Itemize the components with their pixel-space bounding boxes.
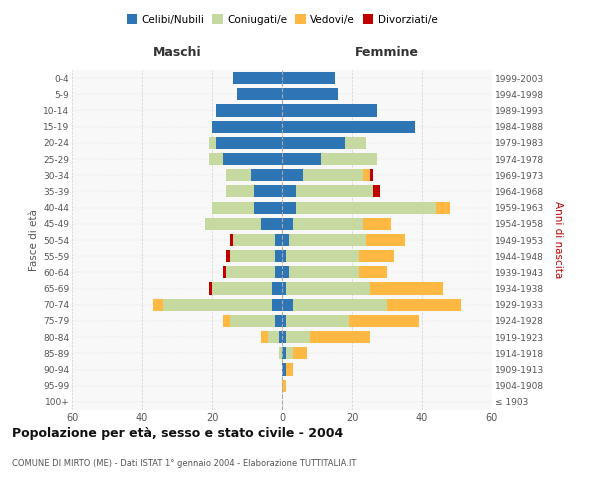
Bar — [212, 120, 282, 132]
Bar — [275, 234, 282, 246]
Bar — [215, 104, 282, 117]
Bar — [278, 348, 282, 360]
Bar — [152, 298, 163, 311]
Bar — [209, 282, 212, 294]
Bar — [226, 250, 229, 262]
Bar — [436, 202, 450, 213]
Legend: Celibi/Nubili, Coniugati/e, Vedovi/e, Divorziati/e: Celibi/Nubili, Coniugati/e, Vedovi/e, Di… — [122, 10, 442, 29]
Bar — [282, 234, 289, 246]
Bar — [286, 364, 293, 376]
Bar — [275, 266, 282, 278]
Bar — [293, 298, 387, 311]
Bar — [359, 250, 394, 262]
Bar — [359, 266, 387, 278]
Bar — [282, 72, 335, 84]
Bar — [282, 202, 296, 213]
Bar — [282, 218, 293, 230]
Bar — [254, 186, 282, 198]
Text: Maschi: Maschi — [152, 46, 202, 59]
Bar — [362, 169, 370, 181]
Text: Popolazione per età, sesso e stato civile - 2004: Popolazione per età, sesso e stato civil… — [12, 428, 343, 440]
Y-axis label: Anni di nascita: Anni di nascita — [553, 202, 563, 278]
Bar — [209, 137, 215, 149]
Bar — [254, 202, 282, 213]
Bar — [282, 315, 286, 327]
Bar — [212, 202, 254, 213]
Bar — [282, 153, 320, 165]
Bar — [229, 234, 233, 246]
Y-axis label: Fasce di età: Fasce di età — [29, 209, 39, 271]
Bar — [366, 234, 404, 246]
Bar — [282, 298, 293, 311]
Bar — [261, 331, 268, 343]
Bar — [226, 169, 251, 181]
Bar — [282, 250, 286, 262]
Bar — [215, 137, 282, 149]
Bar — [209, 153, 223, 165]
Bar — [261, 218, 282, 230]
Bar — [282, 88, 338, 101]
Bar — [370, 282, 443, 294]
Bar — [303, 169, 362, 181]
Bar — [282, 169, 303, 181]
Bar — [286, 331, 310, 343]
Bar — [229, 250, 275, 262]
Bar — [268, 331, 278, 343]
Bar — [163, 298, 271, 311]
Bar — [286, 315, 349, 327]
Bar — [282, 120, 415, 132]
Bar — [251, 169, 282, 181]
Bar — [282, 331, 286, 343]
Bar — [223, 153, 282, 165]
Bar — [282, 266, 289, 278]
Bar — [233, 72, 282, 84]
Bar — [293, 348, 307, 360]
Bar — [345, 137, 366, 149]
Bar — [275, 315, 282, 327]
Bar — [282, 364, 286, 376]
Bar — [282, 186, 296, 198]
Bar — [349, 315, 419, 327]
Bar — [293, 218, 362, 230]
Bar — [223, 266, 226, 278]
Bar — [320, 153, 377, 165]
Bar — [278, 331, 282, 343]
Bar — [296, 202, 436, 213]
Bar — [289, 234, 366, 246]
Bar — [286, 250, 359, 262]
Bar — [373, 186, 380, 198]
Bar — [282, 380, 286, 392]
Bar — [229, 315, 275, 327]
Bar — [223, 315, 229, 327]
Bar — [233, 234, 275, 246]
Bar — [286, 348, 293, 360]
Bar — [212, 282, 271, 294]
Bar — [362, 218, 391, 230]
Text: COMUNE DI MIRTO (ME) - Dati ISTAT 1° gennaio 2004 - Elaborazione TUTTITALIA.IT: COMUNE DI MIRTO (ME) - Dati ISTAT 1° gen… — [12, 459, 356, 468]
Bar — [387, 298, 461, 311]
Bar — [205, 218, 261, 230]
Bar — [236, 88, 282, 101]
Bar — [271, 282, 282, 294]
Bar — [282, 104, 377, 117]
Bar — [296, 186, 373, 198]
Bar — [282, 282, 286, 294]
Bar — [226, 266, 275, 278]
Bar — [310, 331, 370, 343]
Text: Femmine: Femmine — [355, 46, 419, 59]
Bar — [286, 282, 370, 294]
Bar — [282, 137, 345, 149]
Bar — [282, 348, 286, 360]
Bar — [271, 298, 282, 311]
Bar — [370, 169, 373, 181]
Bar — [275, 250, 282, 262]
Bar — [226, 186, 254, 198]
Bar — [289, 266, 359, 278]
